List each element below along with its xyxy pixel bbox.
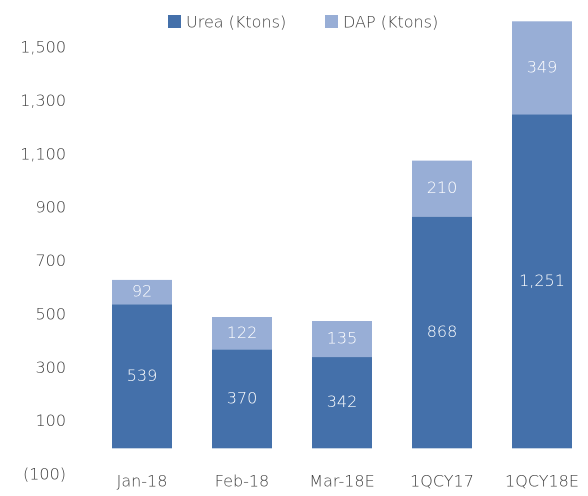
y-tick-label: 1,100 [20,144,66,163]
x-tick-label: Feb-18 [215,472,269,491]
bar-segment [412,216,472,449]
bar-segment [112,279,172,305]
legend-swatch [325,15,338,28]
data-label: 122 [227,323,258,342]
data-label: 210 [427,178,458,197]
x-tick-label: 1QCY18E [505,472,579,491]
data-label: 342 [327,392,358,411]
y-tick-label: 100 [35,411,66,430]
data-label: 370 [227,388,258,407]
legend-label: Urea (Ktons) [186,13,286,32]
bar-segment [312,357,372,449]
x-tick-label: Jan-18 [117,472,168,491]
bar-segment [512,114,572,449]
bar-segment [112,304,172,449]
bar-segment [212,349,272,449]
data-label: 92 [132,282,152,301]
y-tick-label: 1,300 [20,91,66,110]
bar-segment [412,160,472,217]
data-label: 1,251 [519,271,565,290]
y-tick-label: 700 [35,251,66,270]
y-tick-label: 900 [35,198,66,217]
bar-segment [512,21,572,115]
y-tick-label: (100) [23,465,66,484]
data-label: 349 [527,57,558,76]
data-label: 135 [327,329,358,348]
data-label: 868 [427,322,458,341]
bar-segment [312,321,372,358]
x-tick-label: 1QCY17 [410,472,474,491]
bar-segment [212,317,272,350]
y-tick-label: 500 [35,304,66,323]
data-label: 539 [127,366,158,385]
x-tick-label: Mar-18E [309,472,374,491]
y-tick-label: 300 [35,358,66,377]
legend-label: DAP (Ktons) [343,13,438,32]
y-tick-label: 1,500 [20,38,66,57]
legend-swatch [168,15,181,28]
